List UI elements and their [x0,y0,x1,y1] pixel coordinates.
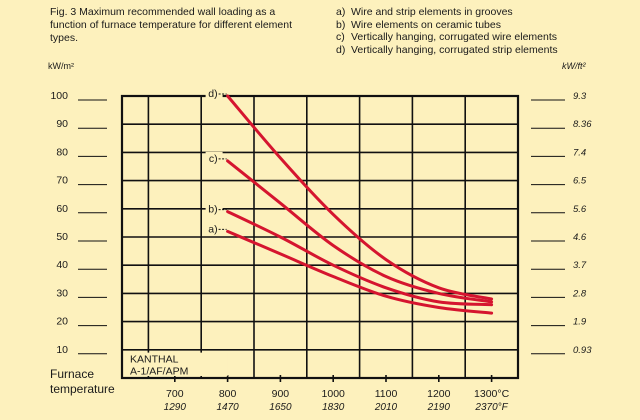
annotation-line: KANTHAL [130,354,179,366]
x-tick-label-celsius: 900 [272,388,290,400]
y-tick-label-right: 9.3 [573,91,587,102]
y-tick-label-left: 20 [56,316,68,328]
x-tick-label-celsius: 1200 [427,388,451,400]
y-tick-label-right: 4.6 [573,232,587,243]
legend-key: d) [336,43,346,56]
x-tick-label-fahrenheit: 2370°F [474,402,508,413]
y-tick-label-right: 8.36 [573,119,592,130]
y-tick-label-left: 60 [56,203,68,215]
series-label: b) [208,204,217,216]
legend-key: a) [336,6,346,18]
series-line [226,159,494,304]
legend-item: d) Vertically hanging, corrugated strip e… [336,44,596,57]
y-tick-label-left: 40 [56,259,68,271]
x-tick-label-celsius: 1300°C [474,388,510,400]
y-tick-label-right: 7.4 [573,147,586,158]
x-tick-label-celsius: 1100 [375,388,398,400]
y-tick-label-right: 5.6 [573,204,587,215]
y-tick-label-left: 90 [56,118,68,130]
x-tick-label-celsius: 1000 [322,388,346,400]
y-axis-unit-left: kW/m² [48,61,74,71]
annotation-line: A-1/AF/APM [130,366,188,378]
legend-key: b) [336,18,346,31]
legend-item: a) Wire and strip elements in grooves [336,6,596,19]
chart-legend: a) Wire and strip elements in grooves b) W… [336,6,596,56]
legend-item: c) Vertically hanging, corrugated wire el… [336,31,596,44]
legend-text: Vertically hanging, corrugated strip ele… [351,43,558,56]
y-tick-label-right: 2.8 [572,288,587,299]
series-line [226,229,494,315]
series-label-bg [205,151,223,165]
x-axis-title: Furnace temperature [50,367,115,396]
y-tick-label-left: 30 [56,287,68,299]
x-tick-label-celsius: 700 [166,388,184,400]
x-tick-label-fahrenheit: 2190 [427,402,451,413]
series-label: a) [208,223,217,235]
x-tick-label-fahrenheit: 1470 [216,402,239,413]
y-tick-label-right: 6.5 [573,176,587,187]
y-tick-label-left: 10 [56,344,68,356]
x-tick-label-fahrenheit: 2010 [374,402,398,413]
annotation-box [124,352,228,376]
y-tick-label-left: 50 [56,231,68,243]
series-line [226,94,494,301]
y-tick-label-left: 80 [56,146,68,158]
x-tick-label-fahrenheit: 1290 [164,402,187,413]
y-tick-label-right: 0.93 [573,345,592,356]
x-tick-label-celsius: 800 [219,388,237,400]
x-tick-label-fahrenheit: 1650 [269,402,292,413]
legend-text: Wire and strip elements in grooves [351,6,513,18]
legend-item: b) Wire elements on ceramic tubes [336,19,596,32]
figure-caption: Fig. 3 Maximum recommended wall loading … [50,6,293,44]
series-label-bg [205,222,223,236]
y-tick-label-left: 70 [56,175,68,187]
legend-key: c) [336,31,345,43]
series-label: c) [209,153,218,165]
y-tick-label-right: 1.9 [573,317,587,328]
series-label-bg [205,202,223,216]
y-axis-unit-right: kW/ft² [562,61,586,71]
x-tick-label-fahrenheit: 1830 [322,402,345,413]
series-label: d) [208,88,217,100]
series-label-bg [205,87,223,100]
legend-text: Vertically hanging, corrugated wire elem… [351,31,558,43]
y-tick-label-right: 3.7 [573,260,587,271]
y-tick-label-left: 100 [50,90,68,102]
legend-text: Wire elements on ceramic tubes [351,18,501,31]
series-line [226,210,494,307]
